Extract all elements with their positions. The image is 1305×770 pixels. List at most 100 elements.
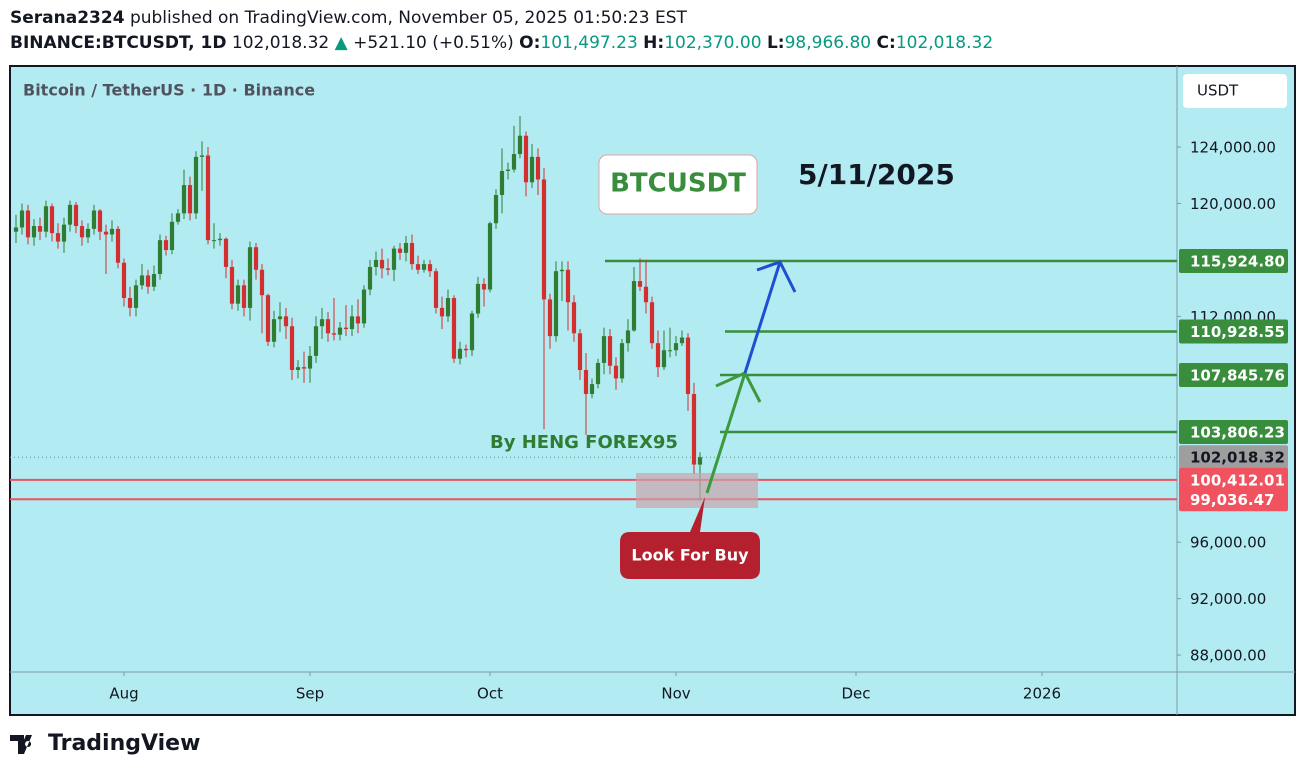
candle-body	[397, 248, 403, 253]
candle-body	[409, 242, 415, 265]
l-label: L:	[766, 33, 785, 53]
candle-body	[541, 179, 547, 300]
candle-body	[649, 302, 655, 344]
author: Serana2324	[10, 8, 125, 28]
close: 102,018.32	[895, 33, 994, 53]
candle-body	[199, 155, 205, 157]
candle-body	[553, 271, 559, 337]
quote-line: BINANCE:BTCUSDT, 1D 102,018.32 ▲ +521.10…	[10, 31, 993, 56]
candle-body	[505, 169, 511, 171]
candle-body	[187, 185, 193, 214]
level-label: 107,845.76	[1190, 366, 1285, 384]
h-label: H:	[643, 33, 665, 53]
candle-body	[301, 367, 307, 369]
c-label: C:	[876, 33, 896, 53]
candle-body	[283, 316, 289, 327]
x-tick-label: Dec	[841, 685, 870, 703]
candle-body	[511, 154, 517, 170]
last-price-label-box	[1179, 445, 1288, 470]
level-label: 103,806.23	[1190, 423, 1285, 441]
candle-body	[487, 223, 493, 290]
callout-label: Look For Buy	[631, 546, 749, 565]
candle-body	[589, 384, 595, 394]
candle-body	[391, 248, 397, 270]
candle-body	[355, 316, 361, 324]
candle-body	[103, 231, 109, 235]
candle-body	[253, 247, 259, 270]
x-tick-label: Oct	[477, 685, 503, 703]
candle-body	[109, 228, 115, 235]
candle-body	[277, 316, 283, 320]
candle-body	[115, 228, 121, 263]
candle-body	[655, 343, 661, 368]
target-arrow	[743, 260, 797, 374]
candle-body	[145, 275, 151, 287]
candle-body	[385, 268, 391, 270]
candle-body	[37, 226, 43, 232]
currency-button[interactable]	[1183, 74, 1287, 108]
candle-body	[559, 269, 565, 272]
candle-body	[673, 343, 679, 351]
candle-body	[307, 355, 313, 369]
level-label: 110,928.55	[1190, 323, 1285, 341]
candle-body	[361, 289, 367, 324]
symbol: BINANCE:BTCUSDT, 1D	[10, 33, 227, 53]
candle-body	[25, 210, 31, 238]
x-tick-label: 2026	[1023, 685, 1061, 703]
x-tick-label: Aug	[109, 685, 138, 703]
candle-body	[547, 299, 553, 337]
candle-body	[571, 302, 577, 334]
candle-body	[61, 224, 67, 242]
candle-body	[235, 285, 241, 304]
header: Serana2324 published on TradingView.com,…	[10, 6, 993, 56]
candle-body	[121, 262, 127, 299]
chart-title: Bitcoin / TetherUS · 1D · Binance	[23, 81, 315, 100]
level-label-box	[1179, 362, 1288, 387]
candle-body	[595, 362, 601, 385]
candle-body	[529, 156, 535, 183]
y-tick-label: 120,000.00	[1190, 195, 1276, 213]
candle-body	[55, 233, 61, 242]
candle-body	[451, 298, 457, 359]
candle-body	[469, 313, 475, 351]
published: published on TradingView.com, November 0…	[129, 8, 687, 28]
candle-body	[289, 326, 295, 370]
candle-body	[331, 333, 337, 335]
candle-body	[265, 295, 271, 342]
candle-body	[163, 240, 169, 251]
candle-body	[313, 326, 319, 356]
candle-body	[31, 226, 37, 238]
candle-body	[193, 156, 199, 214]
candle-body	[85, 228, 91, 238]
candle-body	[601, 336, 607, 363]
change: +521.10 (+0.51%)	[353, 33, 514, 53]
symbol-label: BTCUSDT	[610, 169, 746, 199]
publish-line: Serana2324 published on TradingView.com,…	[10, 6, 993, 31]
candle-body	[679, 337, 685, 344]
x-tick-label: Nov	[661, 685, 690, 703]
candle-body	[79, 226, 85, 238]
candle-body	[259, 269, 265, 296]
candle-body	[661, 350, 667, 368]
candle-body	[685, 337, 691, 394]
candle-body	[157, 240, 163, 275]
x-tick-label: Sep	[296, 685, 324, 703]
candle-body	[43, 206, 49, 232]
candle-body	[73, 204, 79, 227]
y-tick-label: 124,000.00	[1190, 139, 1276, 157]
brand-logo	[10, 735, 32, 754]
candle-body	[13, 227, 19, 232]
support-label: 100,412.01	[1190, 471, 1285, 489]
candle-body	[367, 266, 373, 290]
candle-body	[415, 264, 421, 270]
candle-body	[439, 307, 445, 317]
callout-box	[620, 497, 760, 579]
currency: USDT	[1197, 82, 1239, 100]
candle-body	[217, 238, 223, 241]
candle-body	[151, 274, 157, 287]
candle-body	[319, 319, 325, 327]
price: 102,018.32	[231, 33, 330, 53]
level-label-box	[1179, 419, 1288, 444]
